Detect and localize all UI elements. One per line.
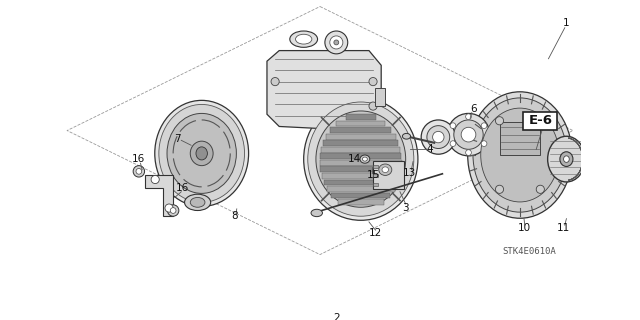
Circle shape: [450, 141, 456, 147]
Text: 3: 3: [403, 203, 409, 213]
Circle shape: [495, 117, 504, 125]
Text: 15: 15: [367, 171, 380, 180]
Ellipse shape: [421, 120, 456, 154]
Circle shape: [136, 169, 141, 174]
Text: 11: 11: [557, 223, 570, 234]
Ellipse shape: [481, 108, 559, 202]
Ellipse shape: [196, 147, 207, 160]
Ellipse shape: [190, 197, 205, 207]
Circle shape: [536, 185, 545, 193]
Ellipse shape: [330, 36, 343, 49]
Text: 13: 13: [403, 168, 417, 178]
Text: 6: 6: [470, 103, 477, 114]
Bar: [327, 186, 395, 192]
Ellipse shape: [360, 155, 370, 163]
Bar: [320, 160, 401, 166]
Circle shape: [466, 114, 471, 120]
Bar: [320, 153, 401, 159]
Circle shape: [481, 141, 487, 147]
Ellipse shape: [304, 98, 418, 220]
Text: 16: 16: [132, 154, 145, 164]
Text: 10: 10: [517, 223, 531, 234]
Text: 12: 12: [369, 228, 382, 238]
Ellipse shape: [548, 136, 585, 182]
Text: 4: 4: [427, 144, 433, 154]
Circle shape: [466, 150, 471, 156]
Text: 1: 1: [563, 18, 570, 28]
FancyBboxPatch shape: [523, 112, 557, 130]
Circle shape: [271, 77, 279, 86]
Text: 16: 16: [176, 183, 189, 193]
Circle shape: [151, 175, 159, 184]
Ellipse shape: [433, 132, 444, 143]
Text: 8: 8: [231, 211, 237, 221]
Ellipse shape: [290, 31, 317, 47]
Ellipse shape: [379, 164, 392, 175]
Bar: [322, 173, 400, 179]
Bar: [373, 183, 378, 186]
Ellipse shape: [308, 102, 414, 216]
Bar: [336, 121, 385, 126]
Text: 2: 2: [333, 313, 340, 320]
Ellipse shape: [403, 133, 411, 139]
Circle shape: [450, 123, 456, 129]
Ellipse shape: [190, 141, 213, 166]
Bar: [376, 88, 385, 106]
Ellipse shape: [296, 34, 312, 44]
Circle shape: [165, 204, 173, 212]
Ellipse shape: [461, 127, 476, 142]
Bar: [321, 147, 400, 153]
Text: 14: 14: [348, 154, 361, 164]
Bar: [338, 199, 383, 205]
Bar: [373, 161, 404, 189]
Circle shape: [170, 208, 176, 213]
Ellipse shape: [362, 157, 367, 161]
Ellipse shape: [560, 152, 573, 166]
Circle shape: [536, 117, 545, 125]
Ellipse shape: [316, 111, 406, 207]
Circle shape: [369, 102, 377, 110]
Circle shape: [481, 123, 487, 129]
Ellipse shape: [325, 31, 348, 54]
Ellipse shape: [334, 40, 339, 45]
Ellipse shape: [184, 194, 211, 211]
Ellipse shape: [167, 113, 236, 193]
Text: 7: 7: [174, 134, 180, 144]
Bar: [373, 174, 378, 177]
Ellipse shape: [454, 120, 483, 149]
Circle shape: [168, 205, 179, 216]
Text: STK4E0610A: STK4E0610A: [503, 247, 557, 256]
Bar: [321, 166, 401, 172]
Ellipse shape: [564, 156, 569, 162]
Circle shape: [495, 185, 504, 193]
Bar: [373, 165, 378, 168]
Ellipse shape: [427, 126, 450, 148]
Text: E-6: E-6: [528, 114, 552, 127]
Bar: [499, 122, 540, 155]
Ellipse shape: [382, 167, 388, 172]
Ellipse shape: [155, 100, 248, 206]
Bar: [346, 114, 376, 120]
Bar: [326, 134, 396, 140]
Circle shape: [369, 77, 377, 86]
Ellipse shape: [159, 104, 244, 202]
Polygon shape: [145, 175, 173, 216]
Bar: [324, 180, 397, 185]
Ellipse shape: [473, 98, 567, 212]
Ellipse shape: [311, 209, 323, 217]
Bar: [332, 193, 390, 198]
Ellipse shape: [447, 113, 490, 156]
Polygon shape: [267, 51, 381, 131]
Bar: [323, 140, 398, 146]
Ellipse shape: [468, 92, 572, 218]
Bar: [330, 127, 392, 133]
Circle shape: [133, 166, 145, 177]
